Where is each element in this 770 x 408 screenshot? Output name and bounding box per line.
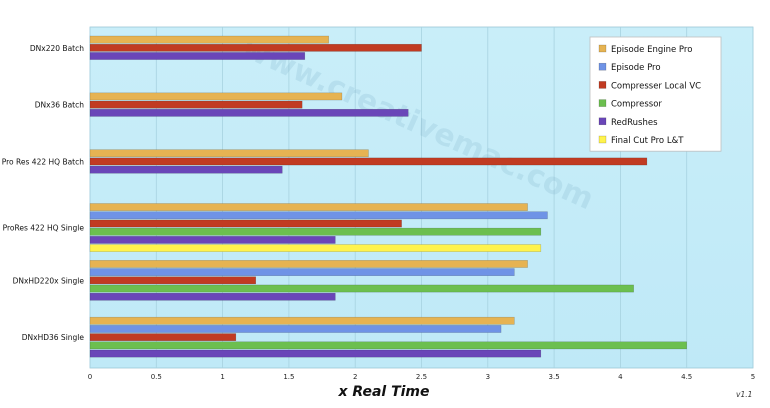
category-label: ProRes 422 HQ Single — [3, 224, 85, 233]
legend-entry: Episode Engine Pro — [611, 45, 692, 55]
legend-entry: Final Cut Pro L&T — [611, 136, 684, 146]
x-tick-label: 3.5 — [549, 373, 560, 381]
bar — [89, 260, 528, 268]
x-tick-labels: 0 0.5 1 1.5 2 2.5 3 3.5 4 4.5 5 — [88, 373, 755, 381]
x-tick-label: 4 — [618, 373, 623, 381]
legend-entry: Episode Pro — [611, 63, 661, 73]
bars — [89, 35, 687, 358]
legend-box — [589, 36, 722, 152]
bar — [89, 149, 369, 158]
bar — [89, 35, 329, 44]
category-label: DNx36 Batch — [35, 101, 85, 110]
x-tick-label: 1.5 — [283, 373, 294, 381]
category-labels: DNx220 Batch DNx36 Batch Pro Res 422 HQ Ba… — [2, 44, 85, 342]
bar — [89, 52, 306, 60]
bar — [89, 244, 542, 252]
legend-entry: Compressor — [611, 100, 662, 110]
category-label: DNx220 Batch — [30, 44, 84, 53]
x-tick-label: 3 — [486, 373, 490, 381]
bar — [89, 292, 336, 301]
legend-swatch — [598, 135, 607, 144]
x-tick-label: 0 — [88, 373, 92, 381]
bar — [89, 325, 502, 333]
legend-swatch — [598, 99, 607, 107]
x-axis-label: x Real Time — [337, 384, 429, 400]
legend-entry: RedRushes — [611, 118, 658, 128]
category-label: DNxHD36 Single — [22, 333, 85, 342]
bar — [89, 100, 303, 109]
legend-swatch — [598, 81, 607, 89]
bar — [89, 108, 409, 117]
bar — [89, 276, 256, 285]
legend-swatch — [598, 62, 607, 71]
bar — [89, 333, 237, 342]
bar — [89, 157, 648, 166]
x-tick-label: 0.5 — [151, 373, 162, 381]
bar — [89, 211, 548, 220]
legend: Episode Engine Pro Episode Pro Compresser … — [589, 36, 722, 152]
bar — [89, 349, 542, 358]
legend-swatch — [598, 44, 607, 53]
legend-swatch — [598, 117, 607, 126]
category-label: DNxHD220x Single — [13, 276, 85, 285]
bar — [89, 92, 343, 101]
bar — [89, 219, 402, 228]
bar — [89, 316, 515, 325]
x-tick-label: 5 — [751, 373, 755, 381]
x-tick-label: 1 — [220, 373, 224, 381]
bar — [89, 341, 687, 350]
bar — [89, 165, 283, 174]
bar — [89, 268, 515, 276]
bar — [89, 236, 336, 244]
x-tick-label: 2.5 — [416, 373, 427, 381]
version-label: v1.1 — [736, 390, 752, 399]
legend-entry: Compresser Local VC — [611, 81, 701, 91]
bar — [89, 284, 634, 293]
category-label: Pro Res 422 HQ Batch — [2, 157, 84, 166]
x-tick-label: 4.5 — [681, 373, 692, 381]
x-tick-label: 2 — [353, 373, 357, 381]
bar — [89, 227, 542, 236]
bar — [89, 43, 422, 52]
bar — [89, 203, 528, 211]
